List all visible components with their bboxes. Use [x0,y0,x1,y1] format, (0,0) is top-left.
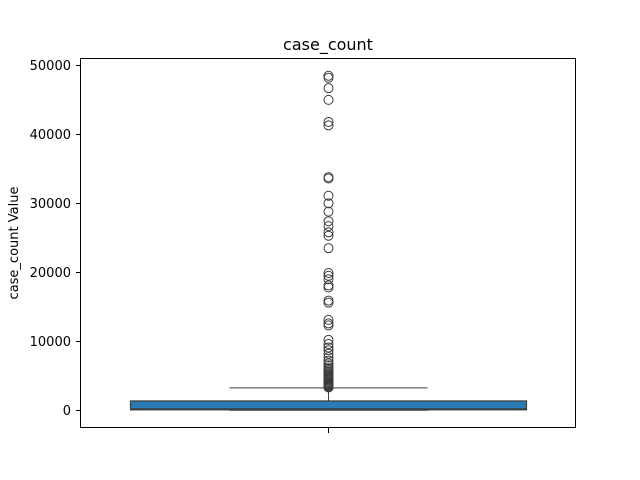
plot-marks [129,70,528,411]
outlier-point [323,352,334,363]
outlier-point [323,358,334,369]
outlier-point [323,198,334,209]
outlier-point [323,221,334,232]
outlier-point [323,216,334,227]
outlier-point [323,314,334,325]
outlier-point [323,243,334,254]
outlier-point [323,72,334,83]
y-tick-label: 20000 [30,266,71,281]
outlier-point [323,70,334,81]
outlier-point [323,282,334,293]
y-tick-label: 0 [63,404,71,419]
outlier-point [323,274,334,285]
outlier-point [323,345,334,356]
outlier-point [323,339,334,350]
chart-title: case_count [283,35,373,55]
outlier-point [323,320,334,331]
y-axis-ticks: 0 10000 20000 30000 40000 50000 [30,59,81,419]
outlier-point [323,348,334,359]
outlier-point [323,206,334,217]
outlier-point [323,172,334,183]
outlier-point [323,227,334,238]
y-tick-label: 50000 [30,59,71,74]
outlier-point [323,270,334,281]
outlier-point [323,116,334,127]
y-tick-label: 40000 [30,128,71,143]
outlier-point [323,355,334,366]
outlier-point [323,280,334,291]
outlier-point [323,120,334,131]
outlier-point [323,342,334,353]
outlier-point [323,83,334,94]
y-tick-label: 10000 [30,335,71,350]
box-iqr [129,400,528,411]
outlier-point [323,268,334,279]
outlier-point [323,94,334,105]
outlier-point [323,334,334,345]
y-tick-label: 30000 [30,197,71,212]
y-axis-label: case_count Value [7,187,22,300]
outlier-point [323,295,334,306]
outlier-point [323,230,334,241]
outlier-point [323,297,334,308]
plot-frame [80,58,576,428]
outlier-point [323,318,334,329]
outlier-point [323,190,334,201]
